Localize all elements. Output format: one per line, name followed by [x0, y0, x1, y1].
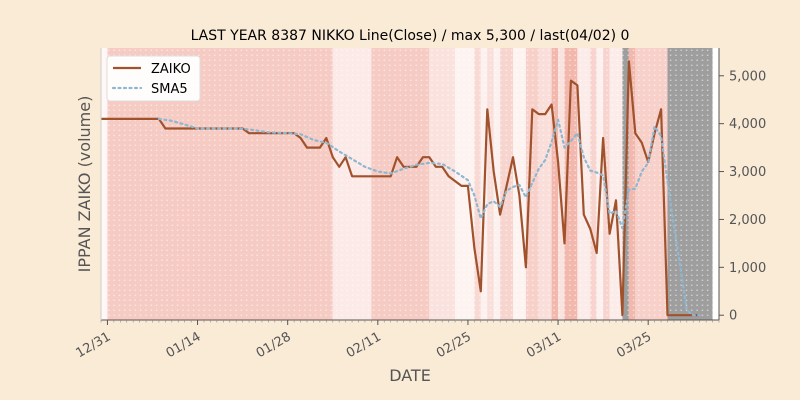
x-tick-label: 01/28 — [254, 329, 294, 361]
x-tick-label: 03/11 — [524, 329, 564, 361]
series-line-sma5 — [157, 117, 701, 317]
legend-label-zaiko: ZAIKO — [151, 62, 191, 77]
y-axis-label: IPPAN ZAIKO (volume) — [75, 96, 94, 273]
x-tick-label: 01/14 — [164, 329, 204, 361]
y-tick-label: 0 — [729, 309, 737, 324]
x-tick-label: 02/11 — [344, 329, 384, 361]
legend: ZAIKO SMA5 — [106, 55, 201, 102]
dot-texture-fill — [101, 48, 719, 320]
x-tick-label: 03/25 — [614, 329, 654, 361]
x-axis-label: DATE — [389, 366, 431, 385]
x-tick-label: 12/31 — [73, 329, 113, 361]
y-tick-label: 3,000 — [729, 165, 766, 180]
y-tick-label: 1,000 — [729, 261, 766, 276]
chart-title: LAST YEAR 8387 NIKKO Line(Close) / max 5… — [191, 28, 630, 44]
y-tick-label: 4,000 — [729, 117, 766, 132]
x-tick-label: 02/25 — [434, 329, 474, 361]
y-tick-label: 5,000 — [729, 69, 766, 84]
y-tick-label: 2,000 — [729, 213, 766, 228]
series-lines — [101, 60, 701, 317]
legend-label-sma5: SMA5 — [151, 82, 188, 97]
dot-texture — [101, 48, 719, 320]
